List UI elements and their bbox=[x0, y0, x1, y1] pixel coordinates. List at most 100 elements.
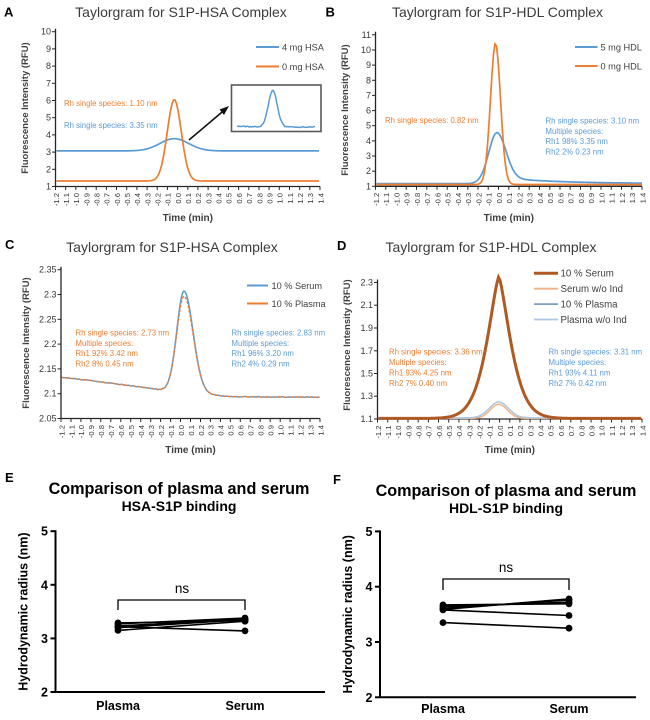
svg-text:Multiple species:: Multiple species: bbox=[546, 127, 604, 136]
svg-text:-1.2: -1.2 bbox=[52, 193, 61, 206]
svg-text:-0.3: -0.3 bbox=[465, 426, 474, 439]
svg-text:2.1: 2.1 bbox=[360, 300, 373, 310]
svg-text:-1.0: -1.0 bbox=[392, 193, 401, 206]
svg-text:6: 6 bbox=[46, 96, 51, 106]
svg-text:0.7: 0.7 bbox=[245, 193, 254, 204]
svg-text:Rh single species: 2.83 nm: Rh single species: 2.83 nm bbox=[232, 329, 326, 338]
svg-text:-1.2: -1.2 bbox=[372, 193, 381, 206]
svg-text:-0.8: -0.8 bbox=[97, 425, 106, 438]
svg-text:-0.2: -0.2 bbox=[476, 426, 485, 439]
svg-text:0.0: 0.0 bbox=[495, 193, 504, 204]
svg-text:5: 5 bbox=[41, 525, 48, 539]
svg-text:0.7: 0.7 bbox=[247, 425, 256, 436]
svg-text:-0.4: -0.4 bbox=[137, 425, 146, 438]
svg-text:Time (min): Time (min) bbox=[165, 445, 215, 456]
svg-text:Taylorgram for S1P-HSA Complex: Taylorgram for S1P-HSA Complex bbox=[66, 239, 278, 255]
svg-text:1.3: 1.3 bbox=[360, 391, 373, 401]
svg-text:HDL-S1P binding: HDL-S1P binding bbox=[449, 500, 563, 516]
svg-text:-0.4: -0.4 bbox=[455, 426, 464, 439]
svg-text:-0.6: -0.6 bbox=[435, 426, 444, 439]
svg-text:-0.5: -0.5 bbox=[444, 193, 453, 206]
svg-text:Rh1 93% 4.11 nm: Rh1 93% 4.11 nm bbox=[549, 369, 611, 378]
svg-text:Serum: Serum bbox=[550, 702, 589, 716]
svg-text:11: 11 bbox=[362, 30, 371, 40]
svg-text:-0.6: -0.6 bbox=[117, 425, 126, 438]
svg-text:-0.7: -0.7 bbox=[103, 193, 112, 206]
svg-text:0.8: 0.8 bbox=[577, 193, 586, 204]
svg-text:0.2: 0.2 bbox=[194, 193, 203, 204]
svg-text:Multiple species:: Multiple species: bbox=[232, 339, 290, 348]
svg-text:3: 3 bbox=[366, 636, 373, 650]
svg-text:ns: ns bbox=[499, 560, 514, 575]
svg-text:Time (min): Time (min) bbox=[163, 213, 213, 224]
svg-text:2.15: 2.15 bbox=[39, 364, 57, 374]
svg-text:-0.4: -0.4 bbox=[133, 193, 142, 206]
svg-text:1.1: 1.1 bbox=[608, 426, 617, 437]
svg-text:1.3: 1.3 bbox=[306, 193, 315, 204]
svg-text:0.7: 0.7 bbox=[567, 426, 576, 437]
svg-text:Time (min): Time (min) bbox=[485, 445, 535, 456]
svg-text:-0.9: -0.9 bbox=[404, 426, 413, 439]
svg-text:HSA-S1P binding: HSA-S1P binding bbox=[122, 498, 237, 514]
svg-text:0 mg HSA: 0 mg HSA bbox=[282, 62, 325, 72]
svg-text:10 % Plasma: 10 % Plasma bbox=[561, 300, 619, 311]
svg-text:1.0: 1.0 bbox=[276, 193, 285, 204]
svg-text:Hydrodynamic radius (nm): Hydrodynamic radius (nm) bbox=[17, 532, 31, 690]
svg-text:1: 1 bbox=[366, 181, 371, 191]
svg-text:Rh single species: 2.73 nm: Rh single species: 2.73 nm bbox=[76, 329, 170, 338]
svg-text:2: 2 bbox=[366, 166, 371, 176]
svg-text:0.9: 0.9 bbox=[587, 426, 596, 437]
svg-text:F: F bbox=[333, 472, 341, 487]
svg-text:0.3: 0.3 bbox=[526, 193, 535, 204]
svg-text:5: 5 bbox=[366, 121, 371, 131]
svg-text:0.1: 0.1 bbox=[184, 193, 193, 204]
svg-text:1.1: 1.1 bbox=[360, 414, 373, 424]
svg-text:Plasma w/o Ind: Plasma w/o Ind bbox=[561, 315, 627, 326]
svg-text:Rh1 92% 3.42 nm: Rh1 92% 3.42 nm bbox=[76, 349, 138, 358]
svg-text:D: D bbox=[337, 238, 346, 253]
svg-text:Rh single species: 3.36 nm: Rh single species: 3.36 nm bbox=[389, 348, 483, 357]
svg-text:Rh single species: 3.10 nm: Rh single species: 3.10 nm bbox=[546, 117, 640, 126]
svg-text:0.9: 0.9 bbox=[267, 425, 276, 436]
svg-text:-1.1: -1.1 bbox=[382, 193, 391, 206]
svg-text:Rh2 4% 0.29 nm: Rh2 4% 0.29 nm bbox=[232, 359, 290, 368]
svg-text:10: 10 bbox=[361, 45, 371, 55]
svg-text:0.0: 0.0 bbox=[177, 425, 186, 436]
svg-text:-0.2: -0.2 bbox=[157, 425, 166, 438]
svg-text:9: 9 bbox=[366, 60, 371, 70]
svg-text:1.5: 1.5 bbox=[360, 369, 373, 379]
svg-text:0.7: 0.7 bbox=[567, 193, 576, 204]
svg-text:A: A bbox=[4, 5, 14, 20]
svg-text:-0.1: -0.1 bbox=[164, 193, 173, 206]
svg-text:10: 10 bbox=[41, 27, 51, 37]
svg-text:8: 8 bbox=[46, 61, 51, 71]
svg-text:0.8: 0.8 bbox=[577, 426, 586, 437]
svg-text:Fluorescence Intensity (RFU): Fluorescence Intensity (RFU) bbox=[21, 277, 32, 408]
svg-text:0.1: 0.1 bbox=[505, 193, 514, 204]
svg-text:0.4: 0.4 bbox=[537, 426, 546, 437]
svg-text:1.0: 1.0 bbox=[598, 426, 607, 437]
svg-text:0.1: 0.1 bbox=[187, 425, 196, 436]
svg-text:0.3: 0.3 bbox=[207, 425, 216, 436]
svg-text:1.4: 1.4 bbox=[638, 426, 647, 437]
svg-text:0.8: 0.8 bbox=[255, 193, 264, 204]
svg-text:-0.3: -0.3 bbox=[143, 193, 152, 206]
svg-text:2.25: 2.25 bbox=[39, 314, 57, 324]
svg-text:2: 2 bbox=[366, 691, 373, 705]
svg-text:0.4: 0.4 bbox=[536, 193, 545, 204]
svg-text:1.1: 1.1 bbox=[286, 425, 295, 436]
svg-text:7: 7 bbox=[46, 78, 51, 88]
svg-text:-0.8: -0.8 bbox=[415, 426, 424, 439]
svg-text:Time (min): Time (min) bbox=[484, 213, 534, 224]
svg-text:0.2: 0.2 bbox=[516, 426, 525, 437]
svg-text:Rh single species: 1.10 nm: Rh single species: 1.10 nm bbox=[64, 99, 158, 108]
svg-text:10 % Plasma: 10 % Plasma bbox=[272, 299, 327, 309]
svg-text:1.4: 1.4 bbox=[316, 193, 325, 204]
svg-text:-0.7: -0.7 bbox=[107, 425, 116, 438]
svg-text:-0.5: -0.5 bbox=[445, 426, 454, 439]
svg-text:2.3: 2.3 bbox=[44, 290, 57, 300]
svg-text:-1.0: -1.0 bbox=[77, 425, 86, 438]
svg-text:1.0: 1.0 bbox=[597, 193, 606, 204]
svg-text:-1.2: -1.2 bbox=[57, 425, 66, 438]
svg-text:10 % Serum: 10 % Serum bbox=[561, 269, 614, 280]
